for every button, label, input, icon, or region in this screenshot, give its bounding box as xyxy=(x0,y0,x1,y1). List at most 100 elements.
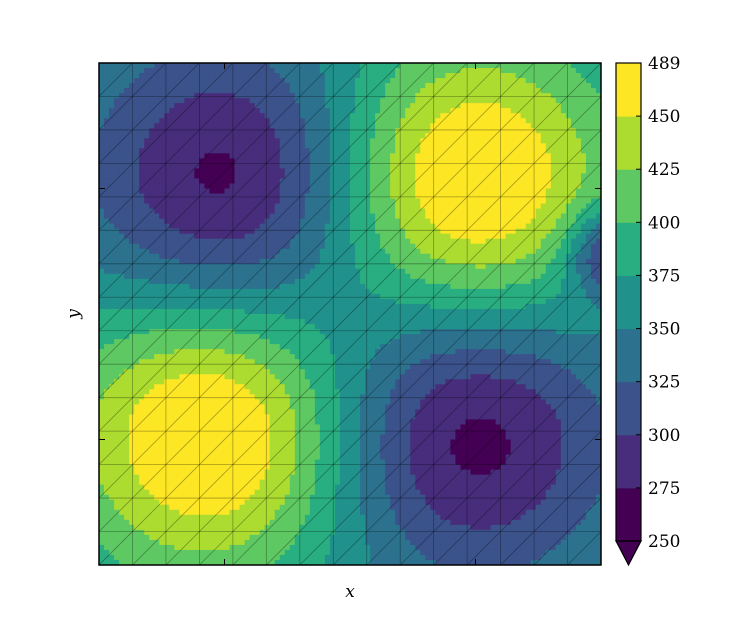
contour-cell xyxy=(420,188,426,195)
contour-cell xyxy=(355,93,361,99)
contour-cell xyxy=(545,63,552,69)
contour-cell xyxy=(585,263,592,270)
contour-cell xyxy=(400,303,406,310)
contour-cell xyxy=(400,173,406,180)
contour-cell xyxy=(535,228,542,235)
contour-cell xyxy=(555,223,562,230)
contour-cell xyxy=(400,143,406,149)
contour-cell xyxy=(254,103,261,109)
contour-cell xyxy=(299,293,306,300)
contour-cell xyxy=(249,263,256,270)
contour-cell xyxy=(595,223,601,230)
contour-cell xyxy=(284,138,291,144)
contour-cell xyxy=(480,193,487,200)
contour-cell xyxy=(214,158,221,164)
contour-cell xyxy=(475,83,482,89)
contour-cell xyxy=(350,223,356,230)
contour-cell xyxy=(329,223,336,230)
contour-cell xyxy=(164,203,170,210)
contour-cell xyxy=(169,198,175,205)
contour-cell xyxy=(520,288,527,295)
contour-cell xyxy=(284,113,291,119)
contour-cell xyxy=(159,273,165,280)
contour-cell xyxy=(239,238,246,245)
contour-cell xyxy=(184,303,190,310)
contour-cell xyxy=(380,253,386,260)
contour-cell xyxy=(585,228,592,235)
contour-cell xyxy=(465,98,472,104)
contour-cell xyxy=(405,113,411,119)
contour-cell xyxy=(595,258,601,265)
contour-cell xyxy=(440,68,446,74)
contour-cell xyxy=(154,108,160,114)
contour-cell xyxy=(505,128,512,134)
contour-cell xyxy=(109,128,115,134)
contour-cell xyxy=(490,103,497,109)
contour-cell xyxy=(480,178,487,185)
contour-cell xyxy=(385,208,391,215)
contour-cell xyxy=(154,138,160,144)
contour-cell xyxy=(390,108,396,114)
contour-cell xyxy=(550,163,557,170)
contour-cell xyxy=(204,93,211,99)
contour-cell xyxy=(199,98,206,104)
contour-cell xyxy=(114,178,120,185)
contour-cell xyxy=(480,253,487,260)
contour-cell xyxy=(139,98,145,104)
contour-cell xyxy=(294,273,301,280)
contour-cell xyxy=(565,218,572,225)
contour-cell xyxy=(350,103,356,109)
contour-cell xyxy=(234,198,241,205)
contour-cell xyxy=(570,208,577,215)
contour-cell xyxy=(370,258,376,265)
contour-cell xyxy=(319,178,326,185)
contour-cell xyxy=(500,243,507,250)
contour-cell xyxy=(540,198,547,205)
contour-cell xyxy=(485,68,492,74)
contour-cell xyxy=(480,203,487,210)
contour-cell xyxy=(410,278,416,285)
contour-cell xyxy=(390,288,396,295)
contour-cell xyxy=(289,278,296,285)
contour-cell xyxy=(274,153,281,159)
contour-cell xyxy=(430,198,436,205)
contour-cell xyxy=(254,118,261,124)
contour-cell xyxy=(134,183,140,190)
contour-cell xyxy=(370,128,376,134)
contour-cell xyxy=(204,188,211,195)
contour-cell xyxy=(169,103,175,109)
contour-cell xyxy=(304,268,311,275)
contour-cell xyxy=(435,228,441,235)
contour-cell xyxy=(109,288,115,295)
contour-cell xyxy=(134,98,140,104)
contour-cell xyxy=(395,253,401,260)
contour-cell xyxy=(450,123,457,129)
contour-cell xyxy=(540,98,547,104)
contour-cell xyxy=(545,98,552,104)
contour-cell xyxy=(530,93,537,99)
contour-cell xyxy=(214,128,221,134)
contour-cell xyxy=(124,118,130,124)
contour-cell xyxy=(435,223,441,230)
contour-cell xyxy=(350,198,356,205)
contour-cell xyxy=(485,108,492,114)
contour-cell xyxy=(109,308,115,315)
contour-cell xyxy=(540,108,547,114)
contour-cell xyxy=(385,88,391,94)
contour-cell xyxy=(274,198,281,205)
contour-cell xyxy=(515,228,522,235)
contour-cell xyxy=(365,218,371,225)
contour-cell xyxy=(560,168,567,175)
contour-cell xyxy=(535,83,542,89)
contour-cell xyxy=(575,153,582,159)
contour-cell xyxy=(224,308,231,315)
contour-cell xyxy=(395,288,401,295)
contour-cell xyxy=(555,198,562,205)
contour-cell xyxy=(590,223,597,230)
contour-cell xyxy=(164,183,170,190)
contour-cell xyxy=(410,103,416,109)
contour-cell xyxy=(324,253,331,260)
contour-cell xyxy=(380,258,386,265)
contour-cell xyxy=(400,183,406,190)
contour-cell xyxy=(405,288,411,295)
